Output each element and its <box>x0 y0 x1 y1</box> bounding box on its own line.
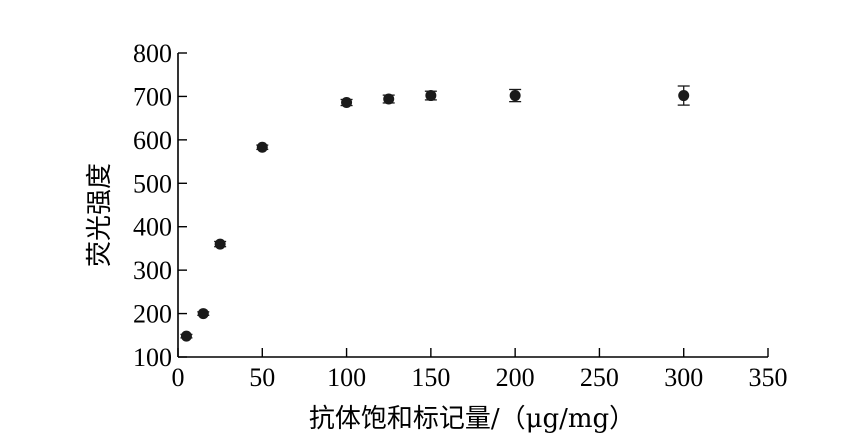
data-point <box>425 90 437 102</box>
x-tick-label: 50 <box>249 363 275 392</box>
x-axis: 0 50 100 150 200 250 300 350 <box>172 348 788 392</box>
y-axis-title: 荧光强度 <box>85 163 115 267</box>
data-point <box>341 97 353 109</box>
x-tick-label: 250 <box>580 363 619 392</box>
y-axis: 100 200 300 400 500 600 700 800 <box>133 39 187 372</box>
y-tick-label: 800 <box>133 39 172 68</box>
y-tick-label: 100 <box>133 343 172 372</box>
x-tick-label: 200 <box>496 363 535 392</box>
y-tick-label: 500 <box>133 169 172 198</box>
data-point <box>214 238 226 250</box>
data-point <box>197 308 209 320</box>
x-tick-label: 300 <box>664 363 703 392</box>
x-tick-label: 100 <box>327 363 366 392</box>
x-tick-label: 150 <box>411 363 450 392</box>
y-tick-label: 600 <box>133 126 172 155</box>
data-point <box>678 90 690 102</box>
data-point <box>180 330 192 342</box>
x-tick-label: 0 <box>172 363 185 392</box>
y-tick-label: 700 <box>133 82 172 111</box>
y-tick-label: 400 <box>133 213 172 242</box>
data-points <box>180 85 690 342</box>
y-tick-label: 300 <box>133 256 172 285</box>
data-point <box>509 90 521 102</box>
y-tick-label: 200 <box>133 300 172 329</box>
data-point <box>256 141 268 153</box>
x-tick-label: 350 <box>749 363 788 392</box>
x-axis-title: 抗体饱和标记量/（μg/mg） <box>309 404 635 434</box>
data-point <box>383 93 395 105</box>
